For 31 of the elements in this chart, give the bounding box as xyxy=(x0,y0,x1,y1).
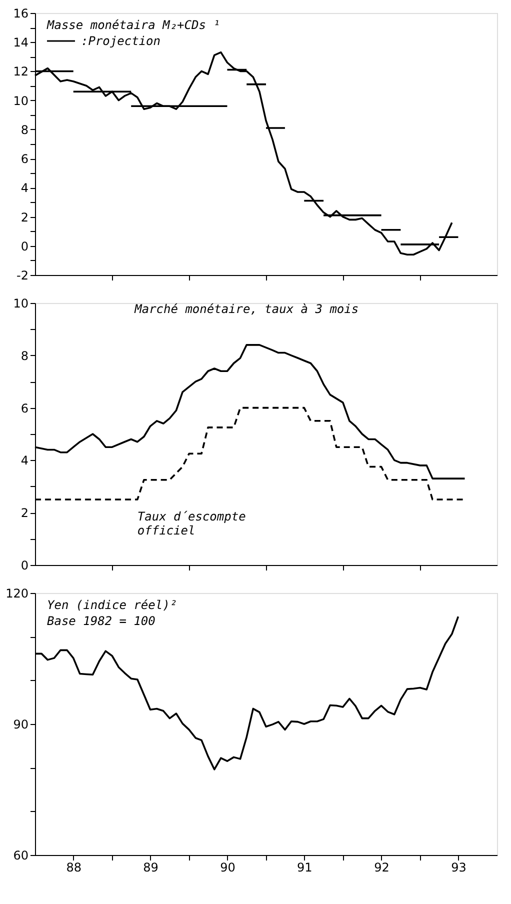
y-tick-label: 6 xyxy=(20,152,28,166)
chart-title: Masse monétaira M₂+CDs ¹ xyxy=(46,18,220,32)
text: Marché monétaire, taux à 3 mois xyxy=(134,302,359,316)
y-tick-label: 10 xyxy=(13,296,28,310)
chart-title: Yen (indice réel)² xyxy=(47,598,178,612)
y-tick-label: 0 xyxy=(20,239,28,254)
legend-label: :Projection xyxy=(81,34,160,48)
y-tick-label: 6 xyxy=(20,401,28,416)
x-tick-label: 88 xyxy=(66,860,82,874)
text: Base 1982 = 100 xyxy=(47,614,156,628)
series-label: Taux d´escompte officiel xyxy=(137,510,246,538)
y-tick-label: 4 xyxy=(20,454,28,468)
x-tick-label: 89 xyxy=(143,860,158,874)
y-tick-label: 0 xyxy=(20,558,28,572)
y-tick-label: 2 xyxy=(20,506,28,520)
y-tick-label: 10 xyxy=(13,94,28,108)
y-tick-label: 12 xyxy=(13,64,28,79)
x-tick-label: 91 xyxy=(297,860,312,874)
y-tick-label: 2 xyxy=(20,210,28,224)
y-tick-label: 60 xyxy=(13,848,28,862)
y-tick-label: 4 xyxy=(20,181,28,196)
x-tick-label: 92 xyxy=(374,860,390,874)
x-tick-label: 90 xyxy=(220,860,236,874)
y-tick-label: 8 xyxy=(20,122,28,137)
y-tick-label: 16 xyxy=(13,6,28,20)
x-tick-label: 93 xyxy=(451,860,466,874)
y-tick-label: 120 xyxy=(6,586,28,600)
y-tick-label: 90 xyxy=(13,718,28,732)
y-tick-label: 14 xyxy=(13,36,28,50)
y-tick-label: 8 xyxy=(20,348,28,363)
y-tick-label: -2 xyxy=(16,268,28,282)
